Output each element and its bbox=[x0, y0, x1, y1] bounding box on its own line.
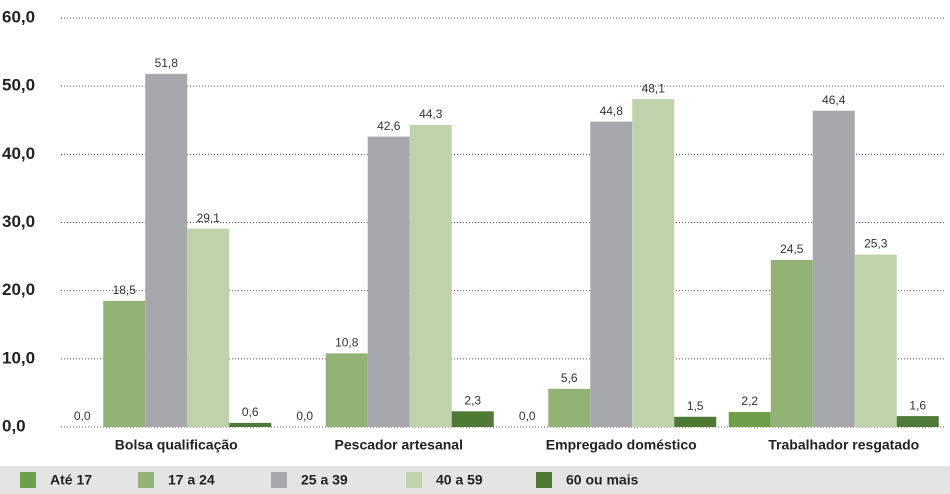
data-label: 46,4 bbox=[822, 93, 846, 107]
bar bbox=[590, 121, 633, 427]
data-label: 2,3 bbox=[464, 393, 481, 407]
legend-swatch bbox=[20, 472, 36, 488]
data-label: 1,6 bbox=[909, 398, 926, 412]
bar bbox=[674, 416, 717, 427]
legend-label: 25 a 39 bbox=[301, 472, 348, 488]
data-label: 29,1 bbox=[197, 211, 221, 225]
data-label: 0,6 bbox=[242, 405, 259, 419]
y-tick-label: 0,0 bbox=[2, 416, 26, 435]
y-tick-label: 60,0 bbox=[2, 7, 35, 26]
data-label: 24,5 bbox=[780, 242, 804, 256]
legend-label: 60 ou mais bbox=[566, 472, 639, 488]
data-label: 0,0 bbox=[74, 409, 91, 423]
bar bbox=[770, 259, 813, 427]
data-label: 48,1 bbox=[642, 81, 666, 95]
bar bbox=[325, 353, 368, 427]
x-tick-label: Trabalhador resgatado bbox=[768, 437, 919, 453]
x-tick-label: Pescador artesanal bbox=[335, 437, 463, 453]
bar bbox=[367, 136, 410, 428]
legend-label: 17 a 24 bbox=[168, 472, 215, 488]
y-tick-label: 50,0 bbox=[2, 76, 35, 95]
data-label: 18,5 bbox=[113, 283, 137, 297]
bar bbox=[632, 99, 675, 427]
data-label: 44,8 bbox=[600, 104, 624, 118]
bar bbox=[812, 110, 855, 427]
data-label: 5,6 bbox=[561, 371, 578, 385]
bar bbox=[854, 254, 897, 427]
legend-label: 40 a 59 bbox=[436, 472, 483, 488]
data-label: 1,5 bbox=[687, 399, 704, 413]
data-label: 51,8 bbox=[155, 56, 179, 70]
data-label: 0,0 bbox=[296, 409, 313, 423]
bar bbox=[728, 412, 771, 427]
y-tick-label: 40,0 bbox=[2, 144, 35, 163]
data-label: 2,2 bbox=[741, 394, 758, 408]
y-tick-label: 10,0 bbox=[2, 348, 35, 367]
data-label: 25,3 bbox=[864, 237, 888, 251]
bar bbox=[548, 388, 591, 427]
data-label: 10,8 bbox=[335, 336, 359, 350]
bar bbox=[451, 411, 494, 427]
legend-swatch bbox=[138, 472, 154, 488]
bar bbox=[145, 73, 188, 427]
data-label: 0,0 bbox=[519, 409, 536, 423]
legend-background bbox=[0, 466, 950, 494]
data-label: 42,6 bbox=[377, 119, 401, 133]
bar bbox=[103, 300, 146, 427]
legend-swatch bbox=[406, 472, 422, 488]
bar bbox=[229, 422, 272, 427]
y-tick-label: 30,0 bbox=[2, 212, 35, 231]
legend-label: Até 17 bbox=[50, 472, 92, 488]
legend-swatch bbox=[271, 472, 287, 488]
data-label: 44,3 bbox=[419, 107, 443, 121]
x-tick-label: Empregado doméstico bbox=[546, 437, 697, 453]
bar bbox=[896, 416, 939, 427]
bar bbox=[187, 228, 230, 427]
y-tick-label: 20,0 bbox=[2, 280, 35, 299]
x-tick-label: Bolsa qualificação bbox=[115, 437, 238, 453]
legend-swatch bbox=[536, 472, 552, 488]
bar bbox=[409, 125, 452, 427]
